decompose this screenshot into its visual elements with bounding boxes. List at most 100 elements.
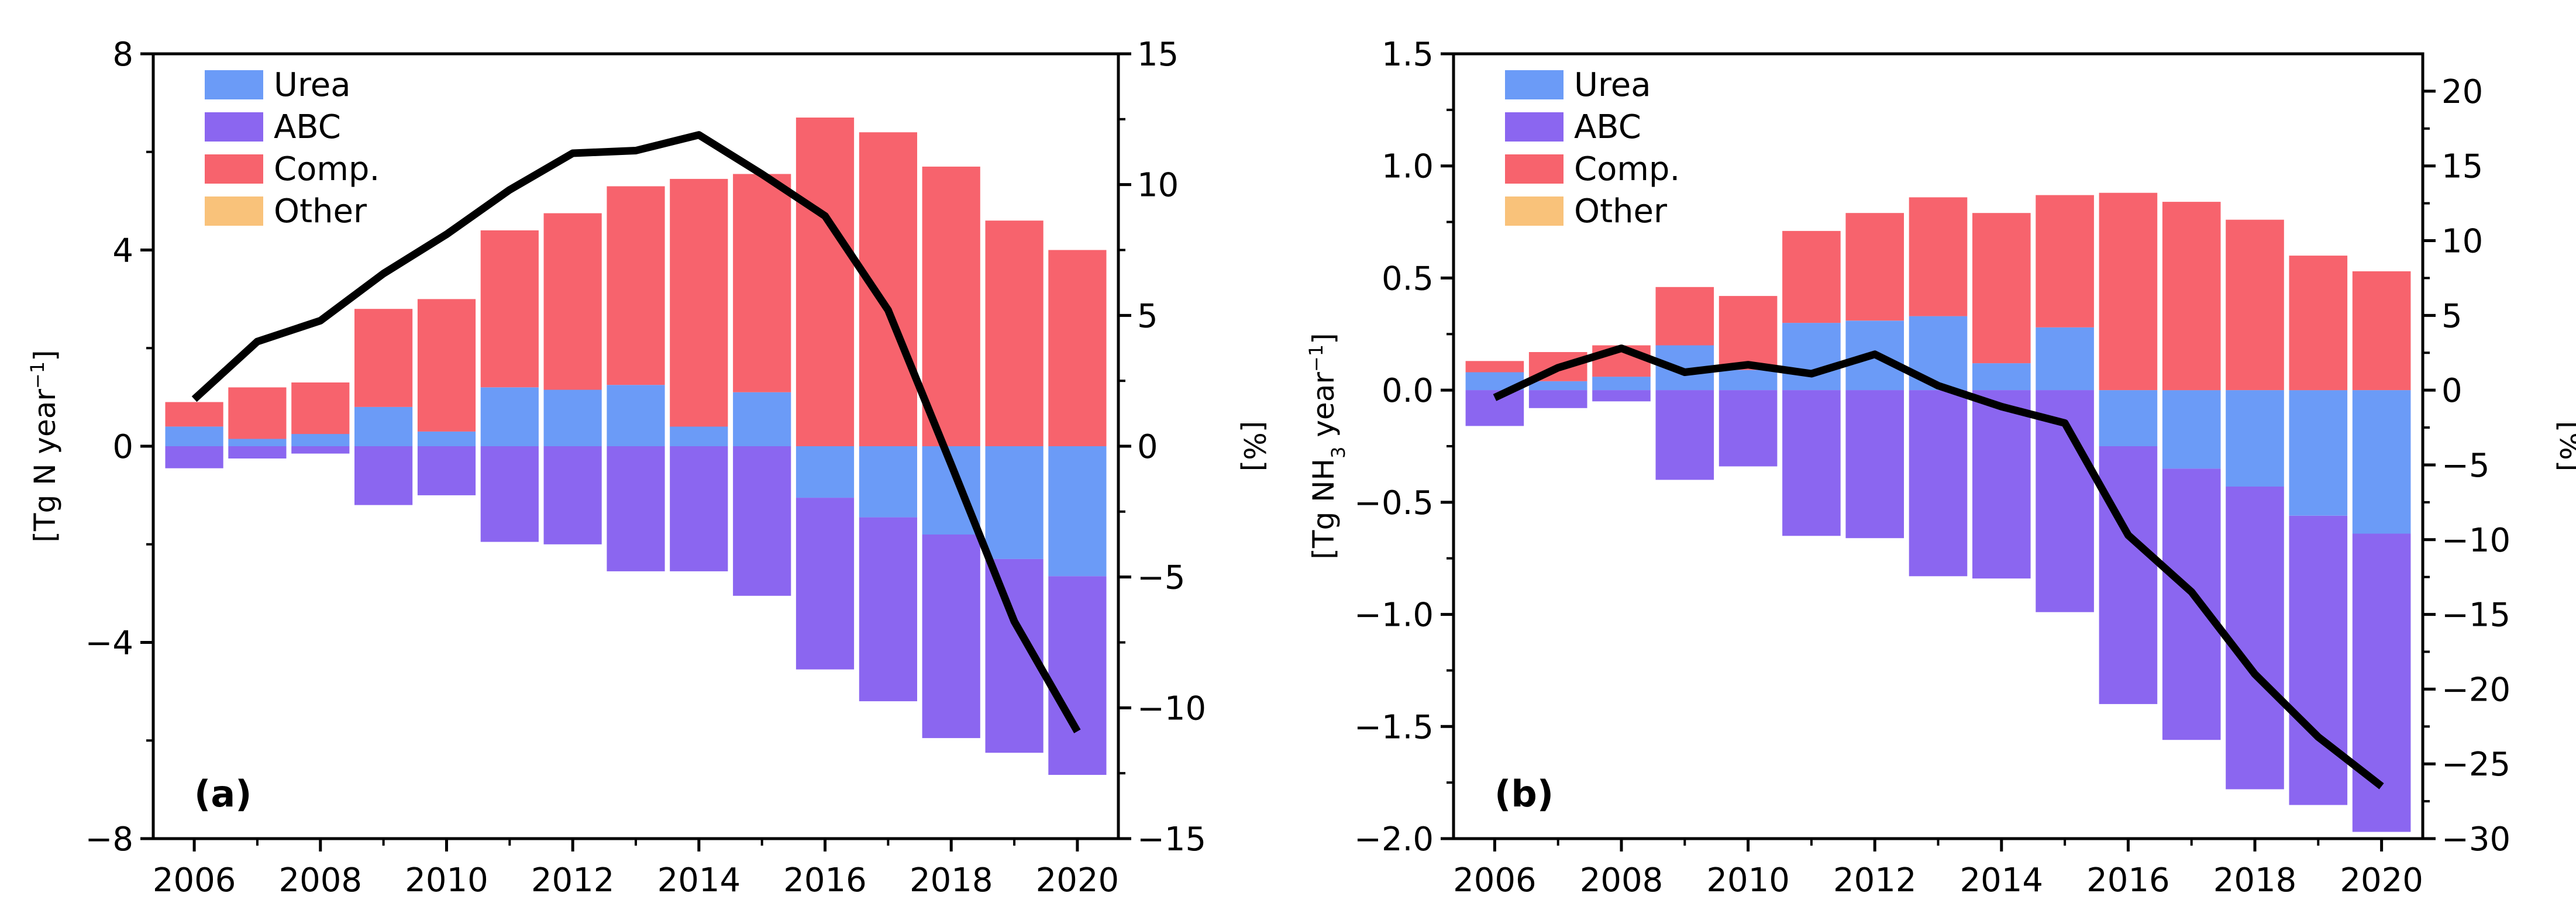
bar-abc-2017 [2162, 468, 2221, 740]
y-left-title-subscript: 3 [1327, 447, 1349, 458]
bar-comp-2020 [1048, 250, 1107, 446]
y-left-title-text: [Tg NH [1307, 458, 1341, 560]
bar-abc-2009 [354, 446, 413, 505]
legend-label-abc: ABC [274, 108, 341, 146]
bar-urea-2007 [228, 439, 287, 446]
y-right-tick-label: −20 [2441, 671, 2510, 709]
bar-comp-2011 [480, 230, 539, 388]
bar-urea-2017 [859, 446, 917, 518]
y-left-title-text: ] [28, 350, 62, 361]
bar-urea-2008 [1592, 377, 1651, 391]
bar-comp-2006 [165, 402, 223, 427]
bar-urea-2016 [2099, 390, 2158, 446]
bar-comp-2013 [1909, 197, 1968, 316]
change-line [1493, 344, 2384, 789]
bars [1465, 192, 2411, 832]
bar-abc-2009 [1655, 390, 1714, 480]
y-right-tick-label: 10 [1137, 167, 1179, 205]
bar-abc-2012 [543, 446, 602, 544]
x-tick-label: 2016 [783, 861, 867, 899]
x-tick-label: 2018 [2213, 861, 2297, 899]
bar-urea-2007 [1528, 381, 1587, 391]
legend-label-abc: ABC [1574, 108, 1641, 146]
x-tick-label: 2008 [279, 861, 363, 899]
bar-abc-2007 [228, 446, 287, 458]
bar-urea-2014 [670, 426, 728, 446]
bar-urea-2014 [1972, 363, 2031, 391]
bar-urea-2012 [543, 389, 602, 446]
bar-comp-2009 [1655, 287, 1714, 346]
bar-urea-2013 [607, 385, 665, 446]
bar-urea-2018 [2226, 390, 2284, 487]
bar-comp-2010 [417, 299, 476, 432]
bar-abc-2011 [1782, 390, 1841, 536]
bar-comp-2016 [795, 118, 855, 446]
x-tick-label: 2010 [405, 861, 488, 899]
bar-comp-2016 [2099, 192, 2158, 391]
y-right-axis-title: [%] [1237, 421, 1271, 472]
y-right-tick-label: 15 [1137, 36, 1179, 74]
bar-abc-2008 [291, 446, 350, 454]
bars [165, 118, 1107, 775]
y-right-tick-label: −10 [1137, 689, 1206, 728]
y-left-tick-label: 0 [112, 428, 133, 466]
bar-urea-2020 [2352, 390, 2411, 534]
y-left-tick-label: −1.5 [1354, 708, 1434, 746]
y-left-tick-label: −8 [85, 820, 133, 859]
bar-abc-2006 [165, 446, 223, 468]
bar-abc-2014 [1972, 390, 2031, 579]
bar-comp-2007 [228, 387, 287, 439]
bar-abc-2014 [670, 446, 728, 571]
bar-abc-2010 [417, 446, 476, 495]
bar-comp-2017 [859, 132, 917, 446]
bar-comp-2014 [670, 178, 728, 427]
bar-urea-2019 [985, 446, 1044, 559]
panel-label: (b) [1494, 773, 1554, 815]
bar-comp-2018 [922, 166, 980, 446]
y-right-tick-label: 10 [2441, 223, 2483, 261]
bar-abc-2020 [2352, 533, 2411, 832]
legend-swatch-other [205, 196, 263, 226]
bar-comp-2014 [1972, 213, 2031, 364]
y-left-tick-label: 1.0 [1382, 148, 1434, 186]
legend-label-other: Other [1574, 192, 1668, 230]
bar-abc-2015 [733, 446, 791, 596]
bar-comp-2019 [985, 220, 1044, 446]
y-right-tick-label: 15 [2441, 148, 2483, 186]
legend-label-urea: Urea [274, 66, 351, 104]
panel-label: (a) [194, 773, 252, 815]
panel-a: −8 −4 0 4 8 −15 −10 −5 0 5 10 15 2006 2008 2010 2012 201… [26, 36, 1271, 899]
bar-comp-2009 [354, 309, 413, 407]
bar-urea-2017 [2162, 390, 2221, 469]
bar-urea-2015 [733, 392, 791, 446]
y-left-tick-label: 1.5 [1382, 36, 1434, 74]
change-line [191, 131, 1081, 733]
x-tick-label: 2020 [2340, 861, 2423, 899]
bar-urea-2011 [1782, 323, 1841, 391]
y-right-tick-label: 20 [2441, 73, 2483, 111]
y-left-axis-title: [Tg N year−1] [26, 350, 62, 542]
y-left-title-superscript: −1 [1305, 344, 1327, 372]
y-left-tick-label: −0.5 [1354, 484, 1434, 522]
legend-label-urea: Urea [1574, 66, 1651, 104]
y-right-tick-label: −5 [1137, 559, 1186, 597]
y-left-title-text: [Tg N year [28, 389, 62, 543]
bar-abc-2010 [1719, 390, 1778, 467]
bar-urea-2009 [354, 406, 413, 446]
bar-abc-2007 [1528, 390, 1587, 408]
x-tick-label: 2012 [531, 861, 615, 899]
x-tick-label: 2006 [1453, 861, 1537, 899]
y-right-tick-label: −5 [2441, 447, 2490, 485]
legend: Urea ABC Comp. Other [205, 66, 380, 230]
x-tick-label: 2014 [1960, 861, 2044, 899]
legend-swatch-abc [205, 112, 263, 142]
y-left-axis-title: [Tg NH3 year−1] [1305, 333, 1349, 559]
y-right-tick-label: −15 [1137, 820, 1206, 859]
y-left-tick-label: −1.0 [1354, 597, 1434, 635]
y-left-tick-label: −4 [85, 625, 133, 663]
y-right-tick-label: −25 [2441, 746, 2510, 784]
y-right-tick-label: −30 [2441, 820, 2510, 859]
bar-comp-2015 [2036, 195, 2094, 327]
legend-swatch-comp [1505, 154, 1563, 184]
